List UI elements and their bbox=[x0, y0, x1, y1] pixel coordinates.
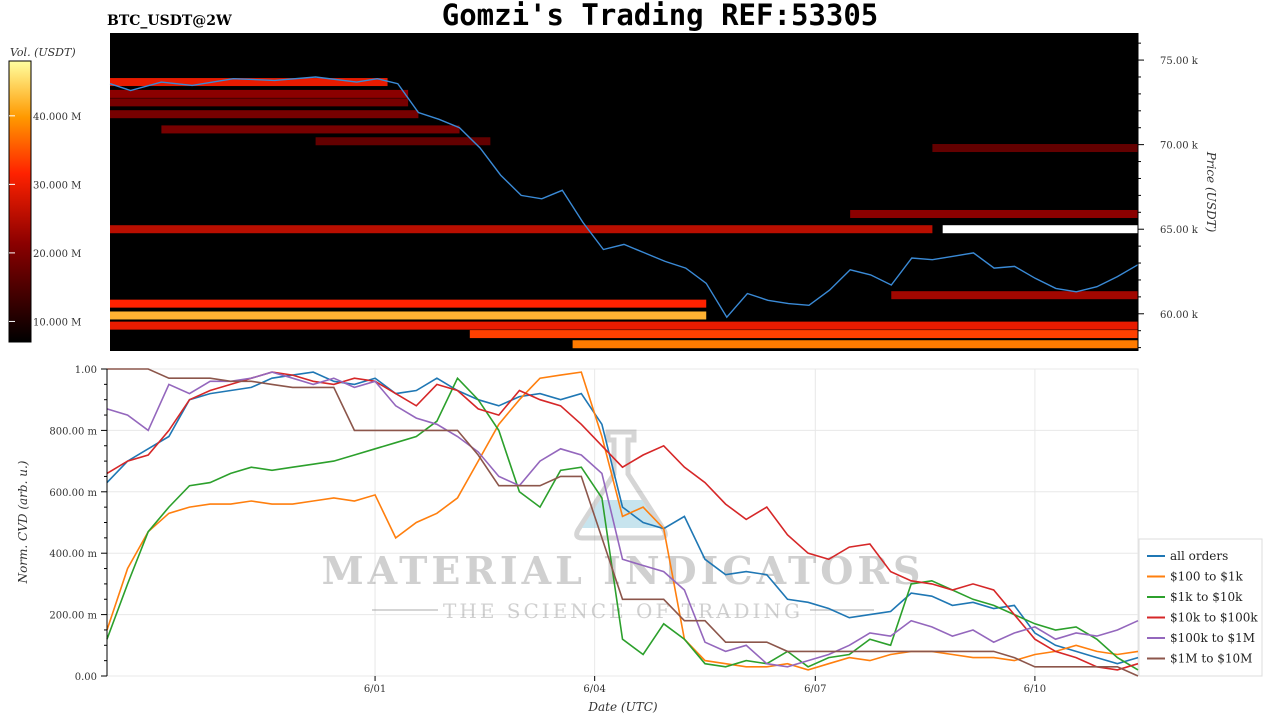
cvd-y-tick-label: 200.00 m bbox=[49, 611, 97, 622]
liquidity-band bbox=[110, 225, 933, 234]
price-tick-label: 75.00 k bbox=[1160, 56, 1199, 67]
legend-entry-label: $1M to $10M bbox=[1170, 652, 1252, 666]
liquidity-band bbox=[110, 311, 707, 320]
price-tick-label: 60.00 k bbox=[1160, 310, 1199, 321]
legend-entry-label: $1k to $10k bbox=[1170, 590, 1243, 604]
watermark-subtitle: THE SCIENCE OF TRADING bbox=[443, 599, 803, 623]
pair-label: BTC_USDT@2W bbox=[107, 13, 232, 29]
legend-entry-label: all orders bbox=[1170, 549, 1228, 563]
colorbar-label: Vol. (USDT) bbox=[10, 46, 76, 59]
cvd-panel: MATERIAL INDICATORS THE SCIENCE OF TRADI… bbox=[16, 365, 1139, 714]
price-tick-label: 70.00 k bbox=[1160, 141, 1199, 152]
colorbar-tick-label: 30.000 M bbox=[33, 180, 81, 191]
liquidity-band bbox=[891, 291, 1138, 300]
legend: all orders $100 to $1k $1k to $10k $10k to … bbox=[1138, 538, 1263, 677]
legend-entry-label: $100k to $1M bbox=[1170, 631, 1255, 645]
liquidity-band bbox=[469, 330, 1138, 339]
cvd-y-axis-label: Norm. CVD (arb. u.) bbox=[16, 460, 30, 584]
cvd-plot-area bbox=[106, 368, 1139, 677]
colorbar-gradient bbox=[8, 60, 32, 343]
liquidity-band bbox=[110, 110, 419, 119]
watermark-title: MATERIAL INDICATORS bbox=[322, 548, 925, 593]
cvd-y-tick-label: 800.00 m bbox=[49, 426, 97, 437]
cvd-series-line bbox=[106, 371, 1139, 671]
liquidity-band bbox=[110, 78, 388, 87]
liquidity-band bbox=[110, 321, 1138, 330]
cvd-x-tick-label: 6/04 bbox=[583, 684, 605, 695]
cvd-series-line bbox=[106, 376, 1139, 671]
legend-entry-label: $100 to $1k bbox=[1170, 570, 1243, 584]
cvd-x-tick-label: 6/10 bbox=[1024, 684, 1046, 695]
cvd-x-tick-label: 6/07 bbox=[804, 684, 826, 695]
cvd-series-line bbox=[106, 371, 1139, 665]
chart-title: Gomzi's Trading REF:53305 bbox=[442, 0, 879, 32]
cvd-series-line bbox=[106, 371, 1139, 668]
liquidity-band bbox=[315, 137, 491, 146]
liquidity-band bbox=[110, 98, 409, 107]
liquidity-band bbox=[161, 125, 460, 134]
colorbar-tick-label: 40.000 M bbox=[33, 112, 81, 123]
price-line bbox=[109, 76, 1139, 319]
liquidity-band bbox=[110, 89, 409, 98]
cvd-series-line bbox=[106, 371, 1139, 671]
cvd-y-tick-label: 1.00 bbox=[75, 365, 97, 376]
cvd-x-tick-label: 6/01 bbox=[364, 684, 386, 695]
liquidity-band bbox=[572, 340, 1138, 349]
price-tick-label: 65.00 k bbox=[1160, 225, 1199, 236]
cvd-y-tick-label: 600.00 m bbox=[49, 488, 97, 499]
cvd-y-tick-label: 0.00 bbox=[75, 672, 97, 683]
colorbar-tick-label: 10.000 M bbox=[33, 317, 81, 328]
colorbar-tick-label: 20.000 M bbox=[33, 249, 81, 260]
cvd-x-axis-label: Date (UTC) bbox=[587, 700, 657, 714]
liquidity-band bbox=[942, 225, 1138, 234]
legend-box bbox=[1138, 538, 1263, 677]
cvd-series-line bbox=[107, 368, 1139, 677]
cvd-y-tick-label: 400.00 m bbox=[49, 549, 97, 560]
liquidity-band bbox=[932, 144, 1138, 153]
heatmap-panel: 75.00 k 70.00 k 65.00 k 60.00 k Price (USDT… bbox=[109, 33, 1218, 351]
legend-entry-label: $10k to $100k bbox=[1170, 611, 1258, 625]
price-axis-label: Price (USDT) bbox=[1204, 151, 1218, 233]
liquidity-band bbox=[110, 299, 707, 308]
liquidity-band bbox=[850, 209, 1138, 218]
colorbar: Vol. (USDT) 40.000 M 30.000 M 20.000 M 10.0… bbox=[8, 46, 81, 343]
